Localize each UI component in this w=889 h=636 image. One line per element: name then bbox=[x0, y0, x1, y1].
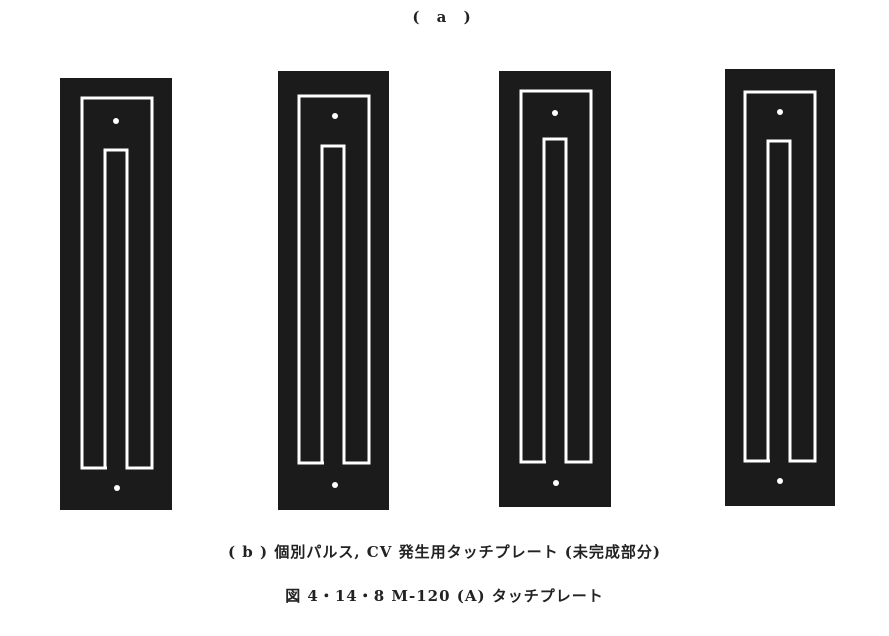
part-a-label: ( a ) bbox=[412, 8, 477, 26]
touch-plate-2 bbox=[278, 71, 389, 510]
part-b-caption: ( b ) 個別パルス, CV 発生用タッチプレート (未完成部分) bbox=[227, 543, 661, 561]
plate-trace-pattern bbox=[743, 90, 817, 484]
touch-plate-1 bbox=[60, 78, 172, 510]
touch-plate-3 bbox=[499, 71, 611, 507]
plate-trace-pattern bbox=[297, 94, 371, 488]
plate-trace-pattern bbox=[80, 96, 154, 491]
touch-plate-4 bbox=[725, 69, 835, 506]
plate-trace-pattern bbox=[519, 89, 593, 486]
figure-caption: 図 4・14・8 M-120 (A) タッチプレート bbox=[285, 587, 604, 605]
